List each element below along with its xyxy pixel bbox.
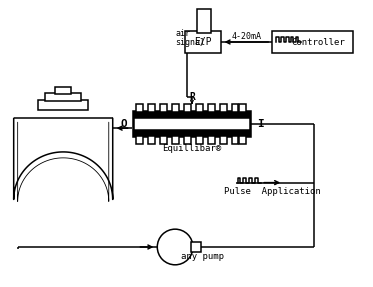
Bar — [220, 104, 227, 112]
Bar — [184, 104, 191, 112]
Bar — [220, 136, 227, 144]
Text: Controller: Controller — [292, 38, 345, 47]
Bar — [38, 100, 88, 110]
Bar — [208, 136, 215, 144]
Bar — [160, 104, 167, 112]
Bar — [55, 87, 71, 94]
Bar — [272, 31, 353, 53]
Text: O: O — [120, 119, 127, 129]
Bar — [172, 136, 179, 144]
Bar — [46, 94, 81, 101]
Text: Equillibar®: Equillibar® — [162, 144, 222, 154]
Bar — [137, 136, 144, 144]
Bar — [196, 136, 203, 144]
Bar — [232, 136, 238, 144]
Text: signal: signal — [175, 38, 205, 47]
Text: E/P: E/P — [194, 37, 211, 47]
Bar — [137, 104, 144, 112]
Text: Pulse  Application: Pulse Application — [224, 187, 320, 196]
Bar — [148, 136, 155, 144]
Text: any pump: any pump — [181, 252, 224, 261]
Bar — [185, 31, 221, 53]
Bar — [184, 136, 191, 144]
Bar — [232, 104, 238, 112]
Bar — [239, 104, 247, 112]
Text: air: air — [175, 29, 190, 38]
Bar — [134, 118, 250, 130]
Bar — [172, 104, 179, 112]
Bar — [239, 136, 247, 144]
Bar — [208, 104, 215, 112]
Bar — [196, 104, 203, 112]
Bar — [191, 242, 201, 252]
Bar — [160, 136, 167, 144]
Text: R: R — [189, 92, 195, 102]
Text: 4-20mA: 4-20mA — [231, 32, 261, 40]
Text: I: I — [257, 119, 264, 129]
Bar — [132, 111, 251, 137]
Bar — [148, 104, 155, 112]
Bar — [197, 9, 211, 33]
